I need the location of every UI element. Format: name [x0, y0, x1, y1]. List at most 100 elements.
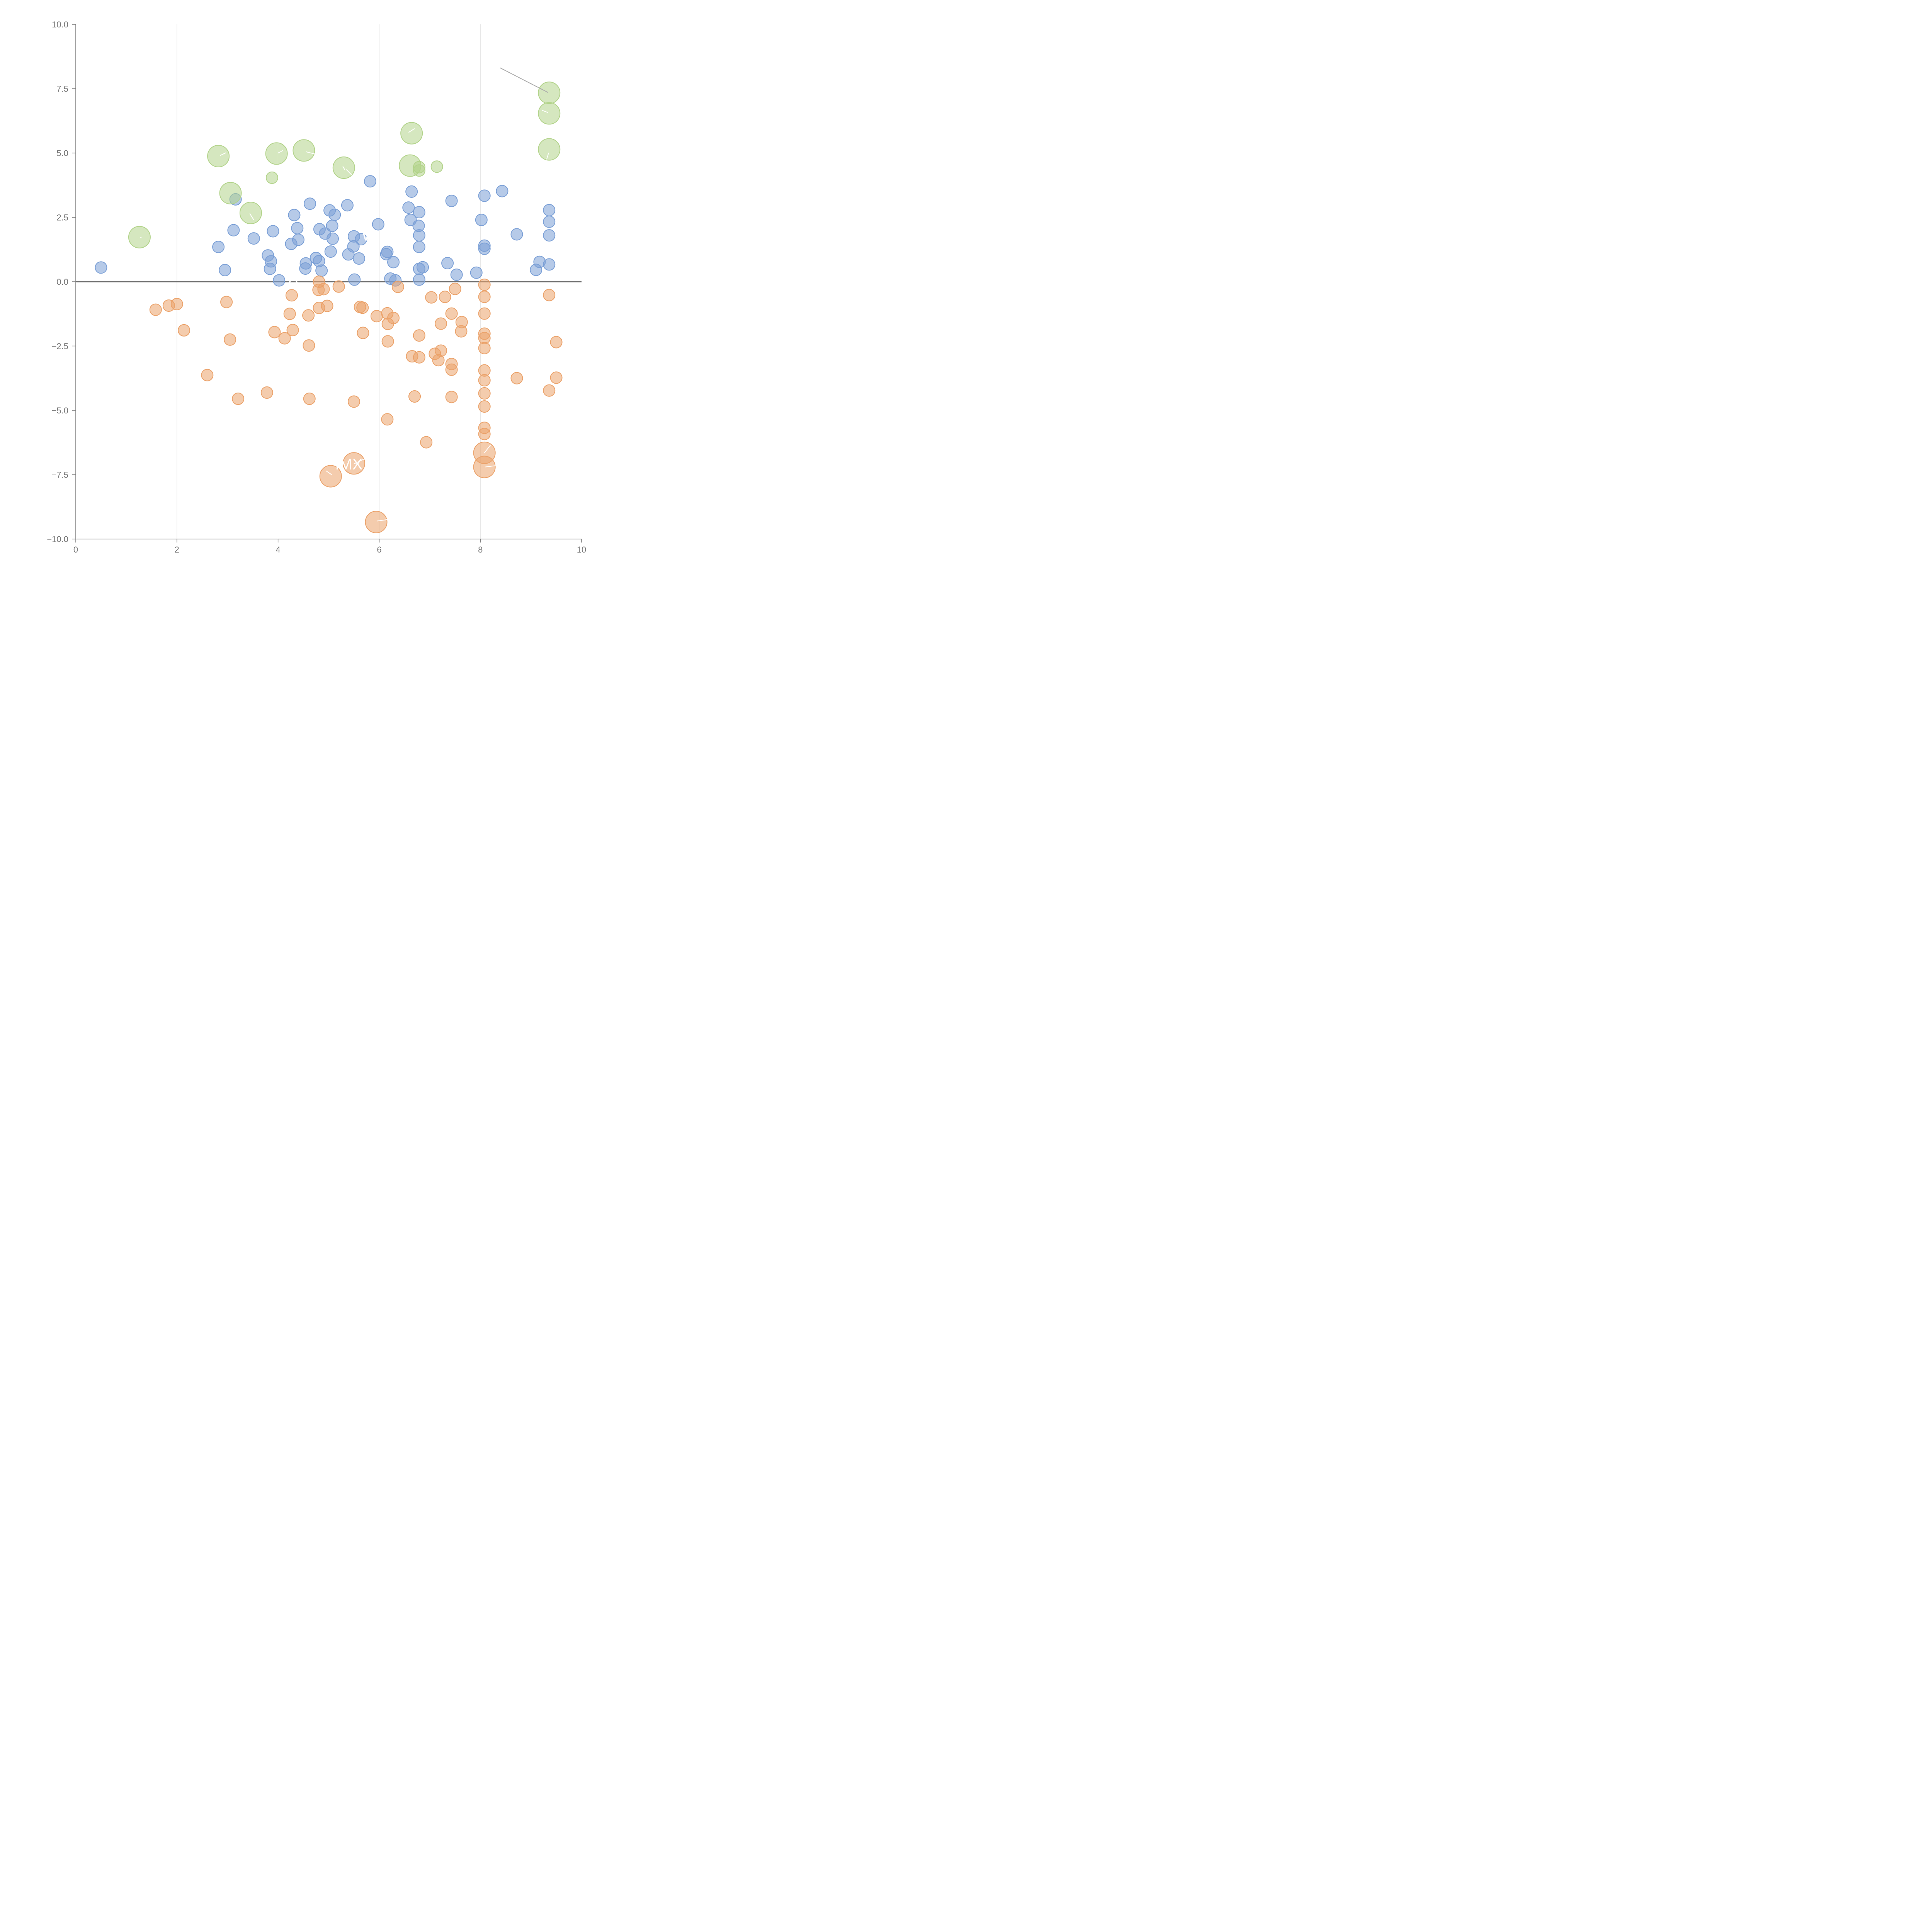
blue-point	[291, 222, 304, 235]
blue-point	[381, 245, 394, 258]
blue-point	[475, 214, 488, 226]
orange-point	[381, 413, 394, 426]
orange-point	[478, 400, 491, 413]
blue-point	[510, 228, 523, 241]
orange-point	[445, 391, 458, 403]
orange-point	[473, 456, 496, 478]
scatter-chart: 0 2 4 6 8 10 −10.0 −7.5 −5.0 −2.5 0.0 2.5 5.0 7.5 10.0…	[47, 20, 586, 554]
leader-line	[219, 152, 226, 156]
blue-point	[496, 185, 509, 197]
leader-line	[546, 153, 549, 160]
blue-point	[478, 242, 491, 255]
leader-line	[485, 465, 496, 468]
leader-line	[346, 169, 354, 177]
green-point	[265, 142, 288, 165]
orange-point	[435, 317, 447, 330]
orange-point	[149, 303, 162, 316]
blue-point	[326, 219, 338, 232]
annotation-label: Â	[288, 270, 299, 288]
orange-point	[224, 333, 236, 346]
orange-point	[342, 452, 365, 475]
orange-point	[381, 335, 394, 348]
leader-line	[354, 456, 369, 464]
annotation-label: W	[362, 227, 376, 244]
orange-point	[317, 283, 330, 296]
orange-point	[478, 374, 491, 387]
blue-point	[441, 257, 454, 270]
axes	[75, 24, 582, 539]
green-point	[400, 122, 423, 145]
orange-point	[302, 309, 315, 322]
blue-point	[95, 261, 107, 274]
orange-point	[347, 395, 360, 408]
blue-point	[341, 199, 354, 212]
green-point	[538, 82, 561, 104]
orange-point	[286, 324, 299, 337]
green-point	[413, 164, 425, 177]
x-tick-label: 10	[577, 545, 586, 554]
orange-point	[220, 296, 233, 308]
orange-point	[439, 291, 451, 303]
orange-point	[413, 329, 425, 342]
y-tick-label: −2.5	[52, 342, 68, 351]
green-point	[219, 182, 242, 204]
blue-point	[326, 232, 339, 245]
y-tick-label: −10.0	[47, 534, 68, 544]
y-tick-label: −5.0	[52, 406, 68, 415]
blue-point	[413, 273, 425, 286]
blue-point	[304, 197, 316, 210]
green-point	[538, 102, 561, 125]
green-point	[265, 171, 278, 184]
y-tick-label: 10.0	[52, 20, 68, 29]
x-tick-label: 8	[478, 545, 483, 554]
leader-line	[542, 110, 548, 113]
leader-line	[326, 470, 332, 475]
blue-point	[355, 233, 367, 246]
annotation-label: IMX	[335, 456, 362, 473]
blue-point	[273, 274, 286, 287]
orange-point	[332, 280, 345, 293]
orange-point	[550, 336, 563, 349]
x-tick-label: 4	[276, 545, 280, 554]
blue-point	[413, 229, 425, 242]
blue-point	[416, 261, 429, 274]
orange-point	[478, 428, 491, 440]
leader-line	[408, 128, 415, 133]
orange-point	[365, 511, 388, 534]
x-tick-label: 2	[175, 545, 179, 554]
x-tick-label: 6	[377, 545, 381, 554]
blue-point	[315, 264, 328, 277]
orange-point	[550, 371, 563, 384]
blue-point	[413, 206, 425, 219]
green-point	[293, 139, 315, 162]
blue-point	[543, 215, 556, 228]
orange-point	[413, 351, 425, 364]
leader-line	[278, 150, 284, 153]
orange-point	[260, 386, 273, 399]
orange-point	[478, 342, 491, 354]
leader-line	[484, 445, 491, 453]
blue-point	[413, 241, 425, 253]
green-point	[207, 145, 230, 167]
green-point	[430, 160, 443, 173]
blue-point	[372, 218, 384, 231]
green-point	[128, 226, 151, 248]
orange-point	[370, 310, 383, 323]
leader-lines	[140, 67, 549, 522]
orange-point	[445, 363, 458, 376]
blue-point	[364, 175, 376, 188]
blue-point	[543, 204, 556, 216]
orange-point	[285, 289, 298, 302]
orange-point	[510, 372, 523, 384]
orange-point	[420, 436, 433, 449]
orange-point	[543, 289, 556, 301]
data-points	[95, 82, 563, 534]
leader-line	[377, 519, 387, 522]
orange-point	[321, 299, 333, 312]
orange-point	[232, 393, 245, 405]
y-tick-label: 5.0	[56, 148, 68, 158]
blue-point	[227, 224, 240, 236]
orange-point	[278, 332, 291, 345]
orange-point	[478, 307, 491, 320]
orange-point	[357, 327, 369, 339]
